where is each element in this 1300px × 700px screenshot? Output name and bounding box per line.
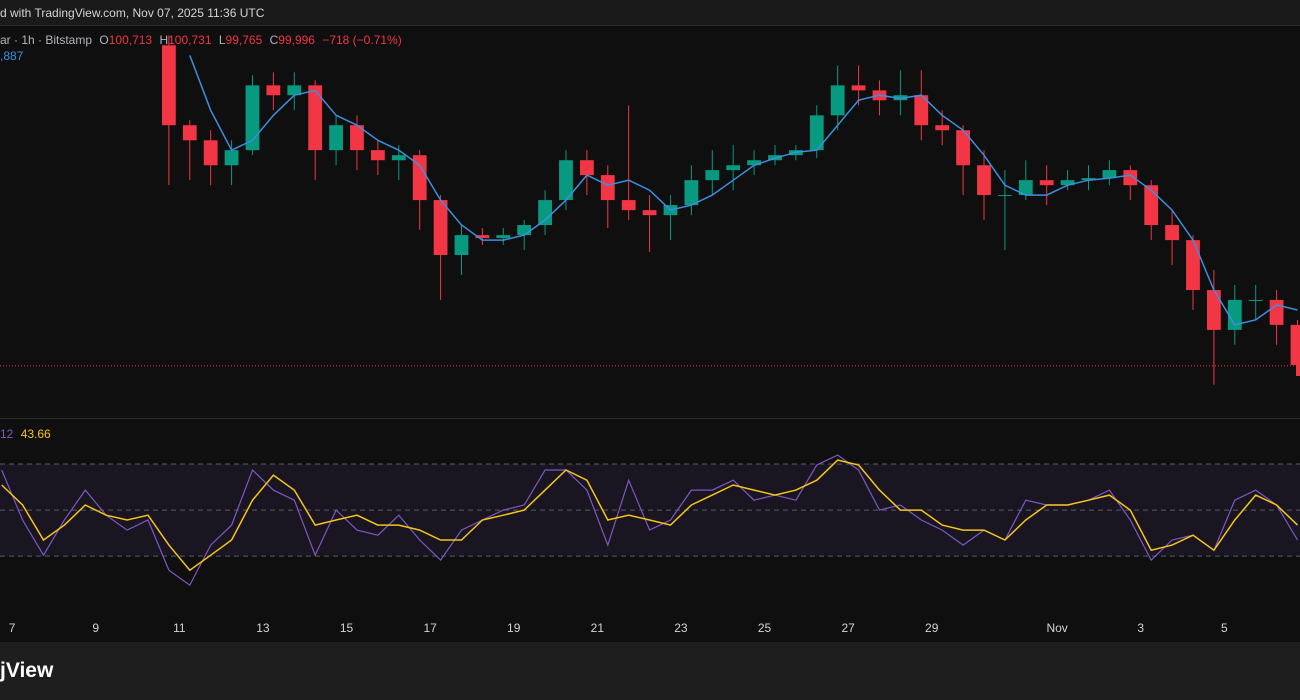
candle-body <box>809 115 824 151</box>
header-text: d with TradingView.com, Nov 07, 2025 11:… <box>0 6 265 20</box>
candle-body <box>1227 299 1242 330</box>
x-tick-label: 11 <box>173 621 186 635</box>
candle-body <box>475 235 490 239</box>
candle-body <box>538 200 552 226</box>
candle-body <box>830 85 845 116</box>
candle-body <box>1102 170 1117 179</box>
candle-body <box>182 125 197 141</box>
rsi-legend: 12 43.66 <box>0 427 55 441</box>
symbol: ar · 1h · Bitstamp <box>0 33 93 47</box>
x-tick-label: 19 <box>507 621 521 635</box>
rsi-ma-value: 43.66 <box>20 427 51 441</box>
candle-body <box>433 200 448 256</box>
candle-body <box>350 125 364 151</box>
candle-body <box>391 155 406 161</box>
x-tick-label: 13 <box>256 621 270 635</box>
x-tick-label: 21 <box>591 621 605 635</box>
x-tick-label: 27 <box>841 621 855 635</box>
x-tick-label: Nov <box>1046 621 1067 635</box>
candle-body <box>454 235 469 256</box>
x-tick-label: 9 <box>92 621 99 635</box>
candle-body <box>977 165 991 196</box>
candle-body <box>914 95 929 126</box>
candle-body <box>600 175 615 201</box>
x-tick-label: 25 <box>758 621 772 635</box>
candle-body <box>997 195 1012 197</box>
ohlc-label: H <box>159 33 169 47</box>
x-tick-label: 5 <box>1221 621 1228 635</box>
candle-body <box>370 150 385 161</box>
ma-legend: ,887 <box>0 49 27 63</box>
candle-body <box>851 85 866 91</box>
candle-body <box>308 85 323 151</box>
candle-body <box>559 160 573 201</box>
candle-body <box>705 170 720 181</box>
footer: jView <box>0 642 1300 700</box>
x-tick-label: 15 <box>340 621 354 635</box>
ohlc-label: L <box>218 33 226 47</box>
candle-body <box>245 85 260 151</box>
candle-body <box>1144 185 1159 226</box>
candle-body <box>1018 180 1033 196</box>
candle-body <box>621 200 636 211</box>
candle-body <box>579 160 594 176</box>
x-tick-label: 29 <box>925 621 939 635</box>
change: −718 (−0.71%) <box>322 33 402 47</box>
x-tick-label: 23 <box>674 621 688 635</box>
ohlc-value: 100,713 <box>108 33 153 47</box>
candle-body <box>1123 170 1138 186</box>
candle-body <box>935 125 950 131</box>
x-tick-label: 17 <box>423 621 437 635</box>
x-tick-label: 3 <box>1137 621 1144 635</box>
ma-value: ,887 <box>0 49 24 63</box>
rsi-value: 12 <box>0 427 14 441</box>
candle-body <box>1206 290 1221 330</box>
moving-average <box>189 55 1298 326</box>
brand: jView <box>0 659 54 682</box>
candle-body <box>266 85 281 96</box>
candle-body <box>1165 225 1179 241</box>
ohlc-value: 100,731 <box>168 33 212 47</box>
candle-body <box>161 45 176 126</box>
price-label-edge <box>1296 356 1300 376</box>
candle-body <box>517 225 532 236</box>
candle-body <box>747 160 761 166</box>
ohlc-label: O <box>99 33 109 47</box>
candle-body <box>1081 178 1096 181</box>
header: d with TradingView.com, Nov 07, 2025 11:… <box>0 0 1300 26</box>
ohlc-label: C <box>269 33 279 47</box>
candle-body <box>287 85 302 96</box>
candle-body <box>1248 299 1263 301</box>
candle-body <box>1290 324 1300 365</box>
candle-body <box>726 165 741 171</box>
candle-body <box>496 235 511 239</box>
candle-body <box>1186 240 1200 291</box>
candle-body <box>329 125 343 151</box>
candle-body <box>684 180 699 206</box>
candle-body <box>1060 180 1075 186</box>
x-tick-label: 7 <box>9 621 16 635</box>
candle-body <box>642 210 657 216</box>
candle-body <box>1039 180 1054 186</box>
candle-body <box>1269 299 1284 325</box>
ohlc-value: 99,996 <box>278 33 315 47</box>
candle-body <box>956 130 970 166</box>
rsi-line <box>1 459 1299 572</box>
price-legend: ar · 1h · Bitstamp O100,713 H100,731 L99… <box>0 33 406 47</box>
candle-body <box>203 140 218 166</box>
candle-body <box>224 150 239 166</box>
ohlc-value: 99,765 <box>225 33 263 47</box>
candle-body <box>412 155 427 201</box>
